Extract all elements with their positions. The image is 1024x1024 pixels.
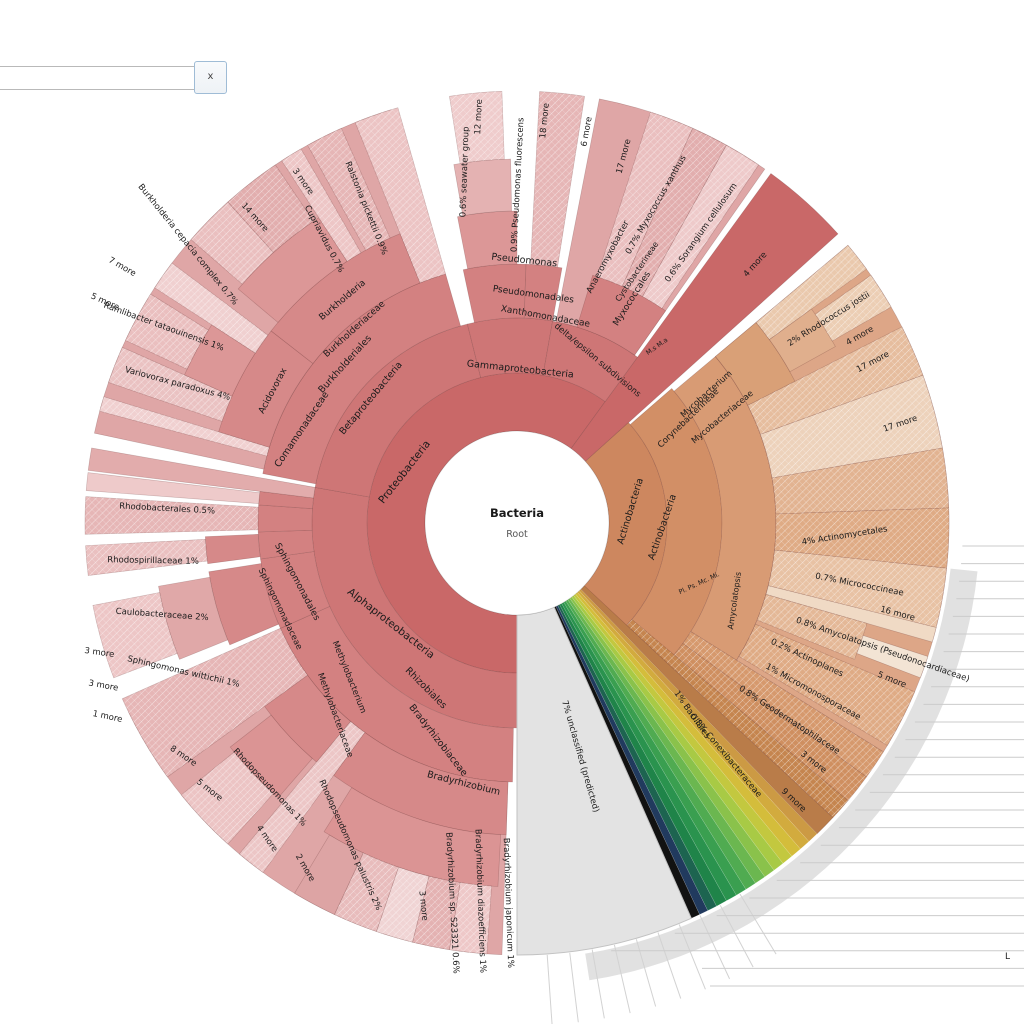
taxon-wedge[interactable]: [453, 158, 512, 217]
taxon-wedge[interactable]: [262, 273, 461, 485]
hatch-overlay: [774, 507, 949, 569]
hatch-overlay: [449, 882, 492, 954]
hatch-overlay: [642, 145, 759, 309]
taxon-callout-label: 12 more: [473, 99, 485, 135]
taxon-callout-label: Rhodospirillaceae 1%: [107, 555, 199, 567]
hatch-overlay: [772, 448, 949, 514]
hatch-overlay: [674, 643, 867, 801]
taxon-callout-label: 0.6% seawater group: [458, 126, 471, 217]
taxon-wedge[interactable]: [333, 732, 509, 836]
hatch-overlay: [449, 91, 505, 164]
label-callout-line: [739, 893, 777, 955]
taxon-wedge[interactable]: [323, 787, 502, 887]
hatch-overlay: [682, 631, 884, 777]
taxon-callout-label: 18 more: [538, 103, 552, 139]
hatch-overlay: [626, 619, 848, 818]
label-callout-line: [569, 952, 579, 1023]
taxon-wedge[interactable]: [184, 324, 256, 397]
hatch-overlay: [747, 326, 923, 435]
taxon-callout-label: Bradyrhizobium japonicum 1%: [501, 838, 516, 969]
taxon-wedge[interactable]: [85, 472, 261, 504]
taxon-wedge[interactable]: [260, 551, 331, 629]
label-callout-line: [546, 954, 553, 1024]
taxon-wedge[interactable]: [673, 356, 777, 661]
hatch-overlay: [412, 876, 461, 950]
taxon-wedge[interactable]: [264, 674, 351, 763]
taxon-wedge[interactable]: [229, 714, 313, 799]
taxon-wedge[interactable]: [257, 504, 313, 533]
taxon-wedge[interactable]: [204, 533, 261, 565]
hatch-overlay: [757, 594, 867, 660]
label-callout-line: [591, 949, 605, 1019]
taxon-wedge[interactable]: [311, 487, 518, 729]
chart-center-circle[interactable]: [424, 430, 610, 616]
clipped-edge-label: L: [1005, 952, 1010, 962]
taxon-callout-label: 3 more: [416, 890, 429, 921]
hatch-overlay: [227, 164, 314, 253]
taxon-wedge[interactable]: [768, 308, 836, 373]
hatch-overlay: [376, 867, 429, 943]
hatch-overlay: [756, 245, 867, 340]
hatch-overlay: [739, 624, 915, 746]
hatch-overlay: [281, 148, 361, 262]
label-callout-line: [678, 924, 706, 990]
hatch-overlay: [154, 263, 268, 354]
taxon-wedge[interactable]: [158, 576, 229, 660]
hatch-overlay: [768, 550, 947, 628]
hatch-overlay: [307, 128, 391, 251]
hatch-overlay: [355, 107, 446, 283]
hatch-overlay: [530, 91, 585, 268]
taxon-wedge[interactable]: [523, 263, 563, 322]
search-input[interactable]: [0, 66, 196, 90]
taxon-callout-label: 3 more: [84, 646, 115, 660]
taxon-wedge[interactable]: [294, 834, 364, 915]
hatch-overlay: [84, 496, 259, 535]
taxon-callout-label: 7 more: [106, 255, 137, 279]
center-title: Bacteria: [490, 506, 544, 520]
taxon-callout-label: 3 more: [88, 678, 119, 693]
clear-search-button[interactable]: x: [194, 61, 227, 94]
hatch-overlay: [85, 539, 208, 576]
hatch-overlay: [122, 628, 308, 777]
hatch-overlay: [92, 592, 178, 678]
taxon-wedge[interactable]: [856, 635, 929, 679]
hatch-overlay: [99, 396, 270, 456]
taxon-callout-label: 0.9% Pseudomonas fluorescens: [509, 117, 526, 253]
taxon-wedge[interactable]: [208, 563, 279, 646]
hatch-overlay: [108, 347, 232, 422]
label-callout-line: [613, 944, 631, 1014]
hatch-overlay: [622, 128, 727, 297]
taxon-wedge[interactable]: [542, 320, 638, 403]
hatch-overlay: [760, 375, 943, 478]
hatch-overlay: [181, 752, 274, 844]
taxon-wedge[interactable]: [457, 210, 518, 270]
hatch-overlay: [597, 112, 693, 287]
hatch-overlay: [239, 721, 365, 873]
hatch-overlay: [334, 852, 399, 932]
hatch-overlay: [125, 294, 209, 370]
taxon-wedge[interactable]: [87, 447, 316, 499]
taxon-callout-label: 1 more: [92, 709, 124, 725]
label-callout-line: [657, 932, 682, 999]
taxon-wedge[interactable]: [314, 323, 482, 498]
taxon-wedge[interactable]: [765, 585, 937, 643]
center-subtitle: Root: [506, 529, 528, 540]
hatch-overlay: [191, 202, 274, 285]
hatch-overlay: [815, 275, 892, 341]
